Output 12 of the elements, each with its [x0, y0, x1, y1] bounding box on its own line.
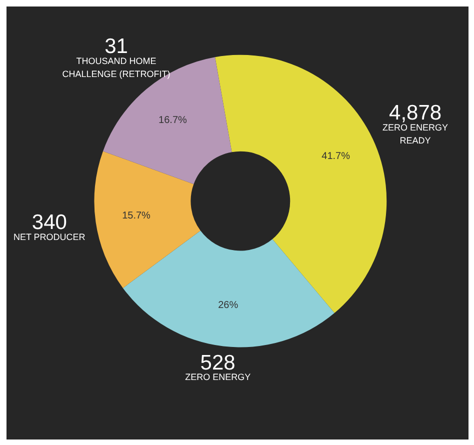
text: 31: [104, 35, 128, 58]
text: 340: [32, 210, 67, 234]
data-label: 41.7%: [322, 151, 350, 162]
text: 4,878: [389, 101, 442, 124]
data-label: 26%: [218, 300, 238, 312]
slice-label: ZERO ENERGY: [185, 372, 251, 382]
text: 528: [200, 351, 236, 374]
data-label: 16.7%: [158, 114, 188, 126]
slice-label: NET PRODUCER: [13, 232, 86, 242]
slice-label: ZERO ENERGY READY: [382, 122, 448, 146]
slice-label: THOUSAND HOME CHALLENGE (RETROFIT): [62, 56, 170, 80]
data-label: 15.7%: [122, 210, 151, 222]
